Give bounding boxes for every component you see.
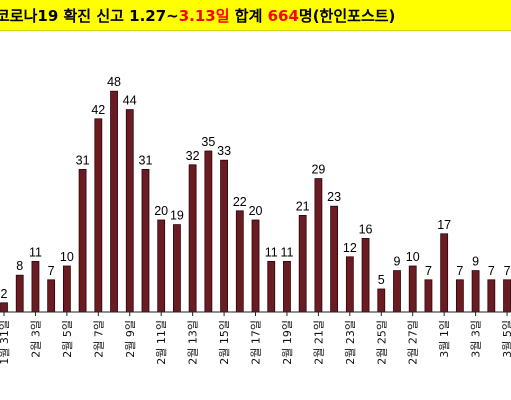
title-part-2: 3.13일 (178, 7, 230, 25)
bar (188, 164, 197, 313)
x-tick-label: 3월 1일 (437, 320, 451, 358)
bar (0, 302, 8, 313)
bar-value-label: 10 (60, 250, 74, 264)
x-tick-label: 2월 13일 (186, 320, 200, 365)
bar (393, 270, 401, 313)
bar (377, 288, 386, 313)
bar-value-label: 22 (233, 195, 247, 209)
bar-value-label: 5 (378, 273, 385, 287)
bar (361, 237, 370, 313)
bar-value-label: 31 (76, 153, 90, 167)
bar (110, 90, 118, 313)
bar (94, 118, 103, 313)
bar-value-label: 7 (425, 264, 432, 278)
x-tick-label: 3월 3일 (469, 320, 483, 358)
bar-value-label: 2 (1, 287, 8, 301)
bar-value-label: 33 (217, 144, 231, 158)
title-part-4: 664 (267, 7, 299, 25)
bar (125, 109, 134, 313)
bar-value-label: 11 (280, 245, 293, 259)
bar-value-label: 23 (327, 190, 341, 204)
bar (314, 178, 323, 313)
bar (78, 168, 87, 313)
bar (251, 219, 260, 313)
x-tick-label-group: 1월 31일 2월 3일 2월 5일 2월 7일 2월 9일 2월 11일 2월 13일 2월… (0, 320, 511, 365)
bar (235, 210, 244, 313)
bar (173, 224, 181, 313)
title-part-1: 코로나19 확진 신고 1.27~ (0, 7, 179, 25)
title-part-3: 합계 (229, 7, 268, 25)
x-tick-label: 2월 9일 (123, 320, 137, 358)
x-tick-label: 2월 27일 (406, 320, 420, 365)
bar (15, 274, 24, 313)
x-tick-label: 2월 23일 (343, 320, 357, 365)
bar-value-label: 8 (16, 259, 23, 273)
x-tick-label: 2월 3일 (28, 320, 42, 358)
bar (31, 260, 40, 313)
chart-title-bar: 코로나19 확진 신고 1.27~3.13일 합계 664명(한인포스트) (0, 0, 511, 31)
bar-value-label: 9 (394, 255, 401, 269)
bar-value-label: 31 (139, 153, 153, 167)
x-tick-label: 2월 7일 (91, 320, 105, 358)
bar (455, 279, 464, 313)
chart-title: 코로나19 확진 신고 1.27~3.13일 합계 664명(한인포스트) (0, 5, 395, 26)
bar (157, 219, 166, 313)
x-tick-label: 2월 11일 (154, 320, 168, 365)
bar-value-label: 21 (296, 199, 310, 213)
bar (283, 260, 291, 313)
bar (47, 279, 56, 313)
bar-value-label: 32 (186, 149, 200, 163)
bar (62, 265, 71, 313)
bar (267, 260, 276, 313)
bar-value-label: 17 (437, 218, 451, 232)
bar-value-label: 44 (123, 94, 137, 108)
bar (440, 233, 449, 313)
bar-value-label: 12 (343, 241, 357, 255)
x-tick-label: 2월 5일 (60, 320, 74, 358)
bar-value-label: 9 (472, 255, 479, 269)
bar (330, 205, 339, 313)
x-tick-label: 2월 19일 (280, 320, 294, 365)
bar-value-label: 48 (107, 75, 121, 89)
bar-value-label: 7 (504, 264, 511, 278)
x-tick-label: 2월 21일 (311, 320, 325, 365)
bar (298, 214, 307, 313)
bar (141, 168, 150, 313)
x-tick-label: 2월 17일 (249, 320, 263, 365)
bar-value-label: 11 (265, 245, 278, 259)
x-tick-label: 1월 31일 (0, 320, 11, 365)
x-tick-label: 2월 25일 (374, 320, 388, 365)
bar-value-label: 11 (29, 245, 42, 259)
bar-group (0, 90, 511, 313)
bar-value-label: 20 (154, 204, 168, 218)
bar (471, 270, 480, 313)
title-part-5: 명(한인포스트) (298, 7, 396, 25)
bar-value-label: 42 (91, 103, 105, 117)
bar-value-label: 16 (359, 222, 373, 236)
bar-value-label: 7 (488, 264, 495, 278)
x-tick-label: 2월 15일 (217, 320, 231, 365)
bar (345, 256, 354, 313)
bar (408, 265, 417, 313)
bar-value-label: 29 (311, 163, 325, 177)
bar-value-label: 35 (201, 135, 215, 149)
bar (204, 150, 213, 313)
bar-value-label: 20 (249, 204, 263, 218)
bar (424, 279, 433, 313)
bar (487, 279, 496, 313)
bar-value-label: 19 (170, 209, 184, 223)
bar (220, 159, 228, 313)
bar (503, 279, 511, 313)
x-tick-label: 3월 5일 (500, 320, 511, 358)
bar-value-label: 10 (406, 250, 420, 264)
bar-value-label: 7 (456, 264, 463, 278)
tick-group (3, 312, 508, 316)
bar-value-label: 7 (48, 264, 55, 278)
